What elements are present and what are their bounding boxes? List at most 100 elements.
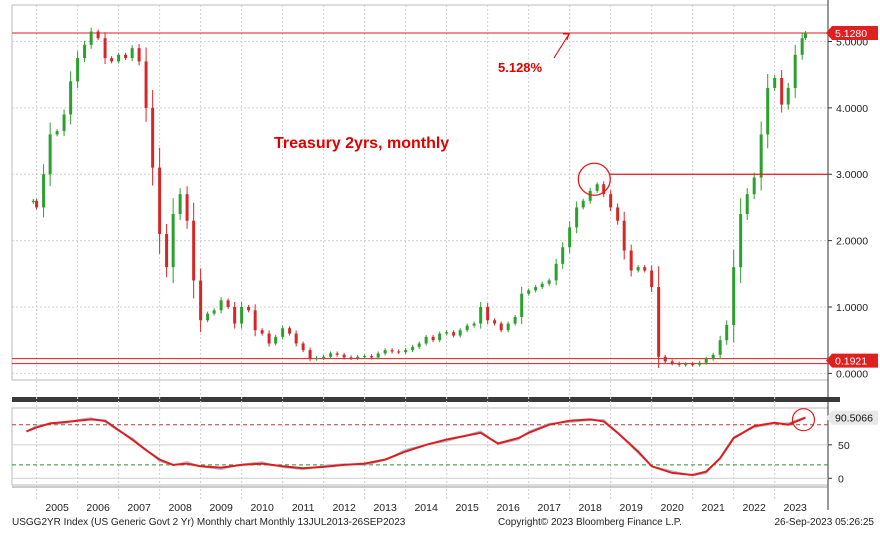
candle-body <box>404 350 408 353</box>
tick-label-year: 2021 <box>702 502 726 514</box>
candle-body <box>759 134 763 178</box>
candle-body <box>335 353 339 355</box>
candle-body <box>684 364 688 366</box>
candle-body <box>219 300 223 311</box>
candle-body <box>69 81 73 115</box>
tick-label-year: 2014 <box>414 502 438 514</box>
tick-label-year: 2005 <box>45 502 69 514</box>
candle-body <box>356 356 360 359</box>
candle-body <box>540 283 544 288</box>
candle-body <box>704 358 708 363</box>
candle-body <box>575 207 579 228</box>
candle-body <box>465 325 469 331</box>
rsi-value-badge: 90.5066 <box>835 413 873 425</box>
candle-body <box>349 357 353 359</box>
candle-body <box>803 32 807 39</box>
tick-label-year: 2008 <box>168 502 192 514</box>
candle-body <box>752 177 756 195</box>
candle-body <box>547 280 551 284</box>
candle-body <box>178 194 182 215</box>
candle-body <box>137 48 141 62</box>
candle-body <box>96 31 100 39</box>
tick-label-year: 2016 <box>496 502 520 514</box>
tick-label-year: 2015 <box>455 502 479 514</box>
peak-circle <box>577 162 611 196</box>
low-value-badge: 0.1921 <box>835 356 867 368</box>
high-value-badge: 5.1280 <box>835 28 867 40</box>
rsi-tick-label: 50 <box>838 440 850 452</box>
candle-body <box>253 310 257 331</box>
candle-body <box>308 350 312 359</box>
rsi-circle <box>791 408 816 432</box>
candle-body <box>151 107 155 168</box>
annotations: Treasury 2yrs, monthly 5.128% 5.1280 0.1921… <box>274 26 878 425</box>
candle-body <box>110 58 114 62</box>
tick-label-y: 3.0000 <box>836 169 868 181</box>
candle-body <box>725 324 729 341</box>
panel-separator <box>12 397 840 402</box>
candle-body <box>103 38 107 59</box>
candle-body <box>438 333 442 341</box>
candle-body <box>595 184 599 191</box>
candle-body <box>629 250 633 271</box>
high-label: 5.128% <box>498 60 543 75</box>
candle-body <box>226 300 230 307</box>
candle-body <box>698 362 702 365</box>
candle-body <box>301 343 305 351</box>
candle-body <box>561 247 565 264</box>
x-axis: 2005 2006 2007 2008 2009 2010 2011 2012 2013 2014… <box>12 486 828 514</box>
candle-body <box>718 340 722 355</box>
candle-body <box>417 343 421 347</box>
candle-body <box>267 333 271 344</box>
tick-label-year: 2019 <box>619 502 643 514</box>
candle-body <box>165 233 169 268</box>
rsi-panel: 0 50 <box>12 408 850 485</box>
candle-body <box>55 131 59 135</box>
footer-left: USGG2YR Index (US Generic Govt 2 Yr) Mon… <box>12 517 406 528</box>
candle-body <box>677 363 681 365</box>
reference-lines <box>12 32 828 365</box>
candle-body <box>670 361 674 364</box>
candle-body <box>212 310 216 314</box>
candle-body <box>786 87 790 105</box>
tick-label-year: 2012 <box>332 502 356 514</box>
candle-body <box>534 287 538 291</box>
candle-body <box>691 364 695 366</box>
candle-body <box>643 267 647 271</box>
candle-body <box>636 267 640 271</box>
tick-label-y: 4.0000 <box>836 103 868 115</box>
candle-body <box>363 356 367 358</box>
low-value-badge-bg <box>826 353 878 368</box>
tick-label-year: 2006 <box>86 502 110 514</box>
candle-body <box>732 267 736 325</box>
candle-body <box>274 336 278 344</box>
candle-body <box>424 336 428 344</box>
candle-body <box>76 58 80 82</box>
candle-body <box>411 346 415 351</box>
candle-body <box>445 332 449 334</box>
tick-label-year: 2009 <box>209 502 233 514</box>
footer-right: 26-Sep-2023 05:26:25 <box>774 517 874 528</box>
candle-body <box>773 78 777 88</box>
candle-body <box>117 54 121 62</box>
candle-body <box>329 353 333 357</box>
candle-body <box>294 333 298 344</box>
candle-body <box>192 220 196 281</box>
candle-body <box>322 356 326 359</box>
tick-label-year: 2022 <box>743 502 767 514</box>
grid <box>11 0 840 510</box>
candle-body <box>397 351 401 353</box>
candle-body <box>199 280 203 321</box>
rsi-tick-label: 0 <box>838 473 844 485</box>
candle-body <box>602 184 606 195</box>
candle-body <box>390 350 394 352</box>
candle-body <box>62 114 66 132</box>
high-arrow-head <box>563 33 570 41</box>
candle-body <box>780 78 784 105</box>
candle-body <box>31 200 35 203</box>
candle-body <box>472 323 476 326</box>
candle-body <box>520 293 524 317</box>
tick-label-year: 2020 <box>661 502 685 514</box>
